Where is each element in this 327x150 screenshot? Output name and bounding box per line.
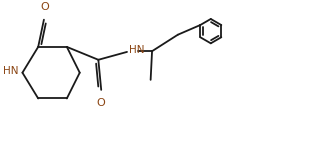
Text: O: O [97, 98, 106, 108]
Text: HN: HN [3, 66, 18, 76]
Text: O: O [40, 2, 49, 12]
Text: HN: HN [129, 45, 145, 56]
